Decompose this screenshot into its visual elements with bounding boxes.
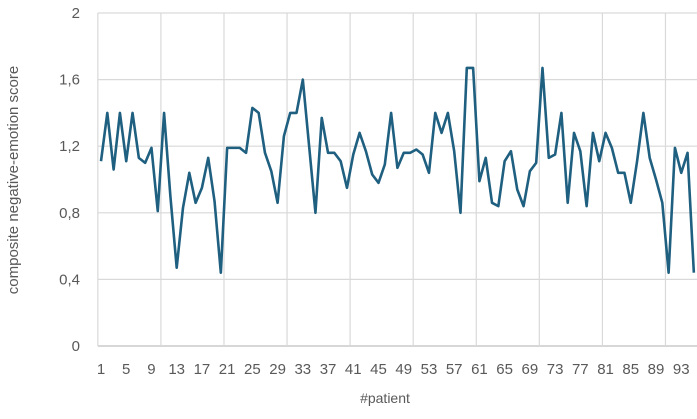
y-tick-label: 0,4	[59, 271, 80, 288]
y-tick-label: 0	[72, 338, 80, 355]
x-tick-label: 45	[370, 361, 387, 378]
x-tick-label: 1	[97, 361, 105, 378]
x-tick-label: 69	[522, 361, 539, 378]
x-tick-label: 17	[194, 361, 211, 378]
x-tick-label: 41	[345, 361, 362, 378]
x-tick-label: 61	[471, 361, 488, 378]
x-tick-label: 9	[147, 361, 155, 378]
x-tick-label: 77	[572, 361, 589, 378]
x-tick-label: 73	[547, 361, 564, 378]
y-tick-label: 0,8	[59, 205, 80, 222]
x-tick-label: 85	[622, 361, 639, 378]
x-tick-label: 65	[496, 361, 513, 378]
y-tick-label: 1,2	[59, 138, 80, 155]
x-tick-label: 13	[168, 361, 185, 378]
y-axis-tick-labels: 0 0,4 0,8 1,2 1,6 2	[59, 5, 80, 355]
x-tick-label: 37	[320, 361, 337, 378]
series-line	[99, 66, 696, 275]
x-tick-label: 93	[673, 361, 690, 378]
x-tick-label: 81	[597, 361, 614, 378]
y-tick-label: 1,6	[59, 72, 80, 89]
x-tick-label: 53	[421, 361, 438, 378]
x-tick-label: 89	[648, 361, 665, 378]
x-tick-label: 33	[294, 361, 311, 378]
x-tick-label: 25	[244, 361, 261, 378]
x-tick-label: 49	[395, 361, 412, 378]
gridlines	[97, 12, 697, 347]
x-axis-label: #patient	[360, 390, 410, 406]
y-tick-label: 2	[72, 5, 80, 22]
x-axis-tick-labels: 1 5 9 13 17 21 25 29 33 37 41 45 49 53 57 61 65 69 73 77 81 8…	[97, 361, 690, 378]
x-tick-label: 5	[122, 361, 130, 378]
x-tick-label: 57	[446, 361, 463, 378]
x-tick-label: 21	[219, 361, 236, 378]
y-axis-label: composite negative-emotion score	[5, 66, 22, 294]
x-tick-label: 29	[269, 361, 286, 378]
